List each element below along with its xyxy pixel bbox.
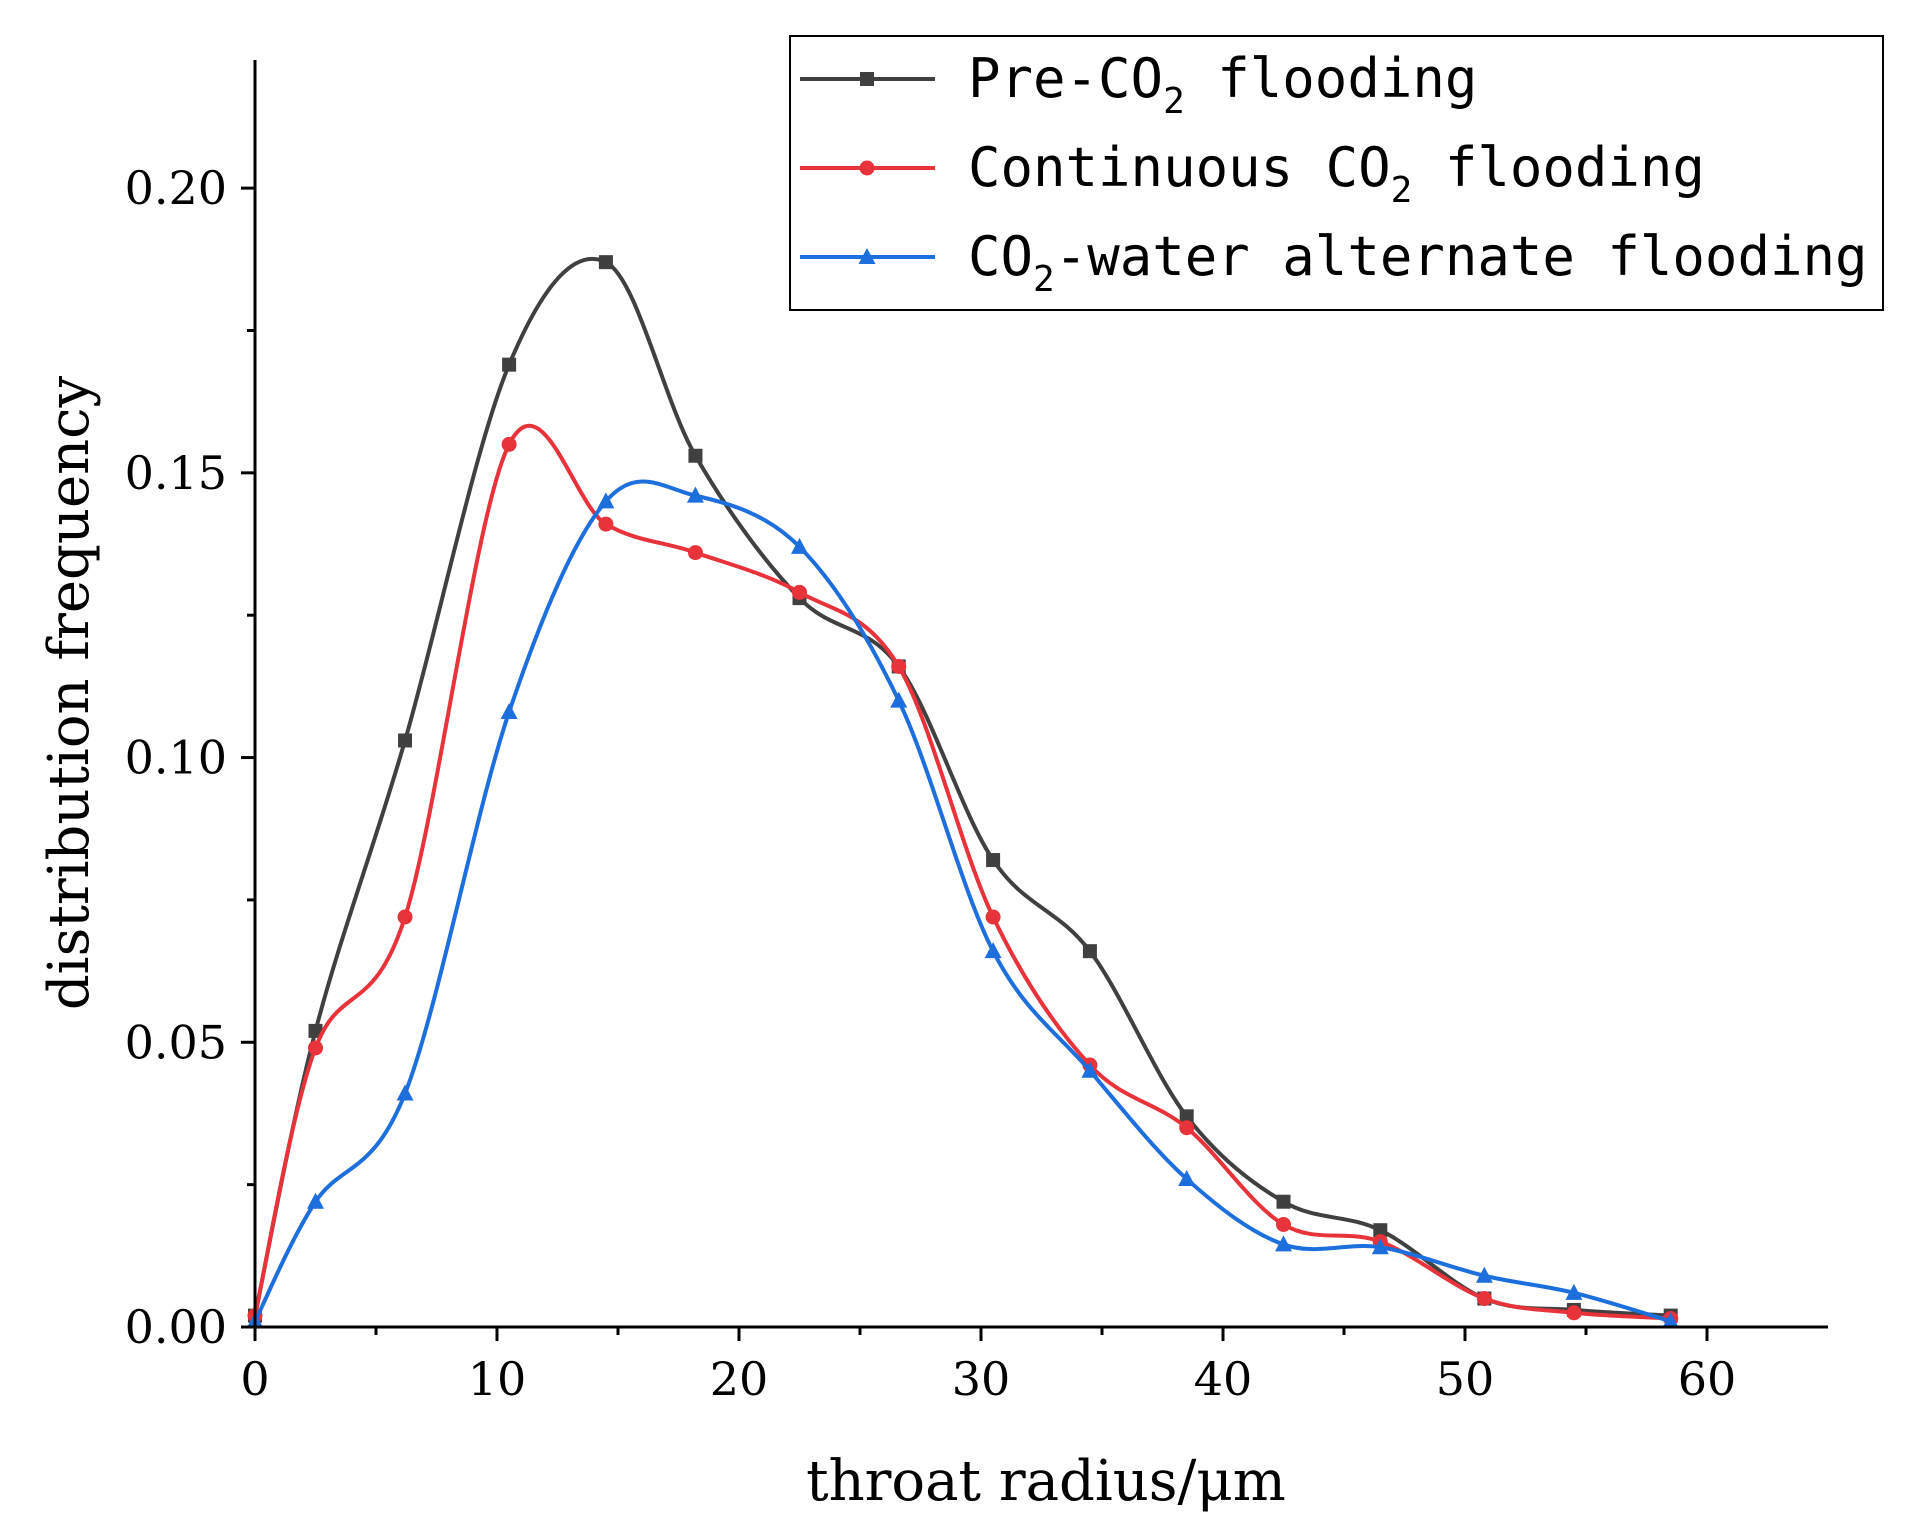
series-2 bbox=[247, 423, 1679, 1326]
data-point bbox=[1081, 1061, 1099, 1078]
data-point bbox=[500, 703, 518, 720]
legend-label: CO2-water alternate flooding bbox=[968, 225, 1868, 300]
data-point bbox=[985, 909, 1001, 925]
data-point bbox=[308, 1023, 323, 1038]
data-point bbox=[1276, 1217, 1291, 1233]
data-point bbox=[1475, 1266, 1493, 1283]
ticks-layer: 0 10 20 30 40 50 60 0.00 0.05 0.10 0.15 0.20 bbox=[125, 161, 1737, 1406]
data-point bbox=[890, 691, 908, 708]
y-tick-label: 0.20 bbox=[125, 161, 227, 215]
data-point bbox=[1371, 1238, 1389, 1255]
legend-item-2: Continuous CO2 flooding bbox=[800, 136, 1705, 211]
data-point bbox=[1276, 1194, 1291, 1209]
data-point bbox=[984, 942, 1002, 959]
data-point bbox=[502, 357, 517, 372]
legend-label: Continuous CO2 flooding bbox=[968, 136, 1705, 211]
data-point bbox=[986, 853, 1001, 868]
data-point bbox=[1082, 944, 1097, 959]
data-point bbox=[791, 537, 808, 554]
x-tick-label: 30 bbox=[952, 1352, 1011, 1406]
legend-box bbox=[789, 35, 1884, 311]
data-point bbox=[597, 492, 615, 509]
data-point bbox=[1476, 1291, 1492, 1307]
legend: Pre-CO2 flooding Continuous CO2 flooding C… bbox=[789, 35, 1884, 311]
legend-label: Pre-CO2 flooding bbox=[968, 47, 1477, 122]
data-point bbox=[688, 448, 703, 463]
x-tick-label: 20 bbox=[710, 1352, 769, 1406]
data-point bbox=[397, 909, 413, 925]
data-point bbox=[1179, 1120, 1195, 1136]
data-point bbox=[1662, 1312, 1680, 1329]
data-point bbox=[396, 1084, 414, 1101]
data-point bbox=[1178, 1169, 1196, 1186]
y-tick-label: 0.05 bbox=[125, 1015, 227, 1069]
series-1 bbox=[248, 255, 1678, 1323]
data-point bbox=[1566, 1305, 1582, 1321]
data-point bbox=[398, 733, 413, 748]
legend-marker bbox=[859, 160, 875, 176]
y-tick-label: 0.15 bbox=[125, 446, 227, 500]
data-point bbox=[1373, 1223, 1388, 1238]
x-tick-label: 10 bbox=[468, 1352, 527, 1406]
data-point bbox=[891, 658, 907, 674]
y-tick-label: 0.10 bbox=[125, 731, 227, 785]
legend-marker bbox=[860, 72, 874, 86]
legend-marker bbox=[858, 248, 876, 264]
series-3 bbox=[246, 479, 1680, 1329]
data-point bbox=[307, 1192, 324, 1209]
x-tick-label: 60 bbox=[1678, 1352, 1737, 1406]
x-tick-label: 40 bbox=[1194, 1352, 1253, 1406]
legend-items: Pre-CO2 flooding Continuous CO2 flooding C… bbox=[800, 47, 1868, 300]
data-point bbox=[1179, 1109, 1194, 1124]
data-point bbox=[792, 584, 807, 600]
data-point bbox=[1565, 1283, 1583, 1300]
x-tick-label: 50 bbox=[1436, 1352, 1495, 1406]
series-line bbox=[253, 256, 1671, 1318]
legend-item-1: Pre-CO2 flooding bbox=[800, 47, 1477, 122]
data-point bbox=[598, 255, 613, 270]
x-axis-title: throat radius/μm bbox=[806, 1449, 1286, 1514]
x-tick-label: 0 bbox=[240, 1352, 269, 1406]
data-point bbox=[598, 516, 614, 532]
data-point bbox=[1275, 1235, 1292, 1252]
data-point bbox=[308, 1040, 323, 1056]
data-point bbox=[501, 436, 517, 452]
legend-item-3: CO2-water alternate flooding bbox=[800, 225, 1868, 300]
y-axis-title: distribution frequency bbox=[37, 375, 102, 1010]
series-layer bbox=[246, 255, 1680, 1329]
y-tick-label: 0.00 bbox=[125, 1300, 227, 1354]
data-point bbox=[686, 486, 704, 503]
data-point bbox=[687, 545, 703, 561]
